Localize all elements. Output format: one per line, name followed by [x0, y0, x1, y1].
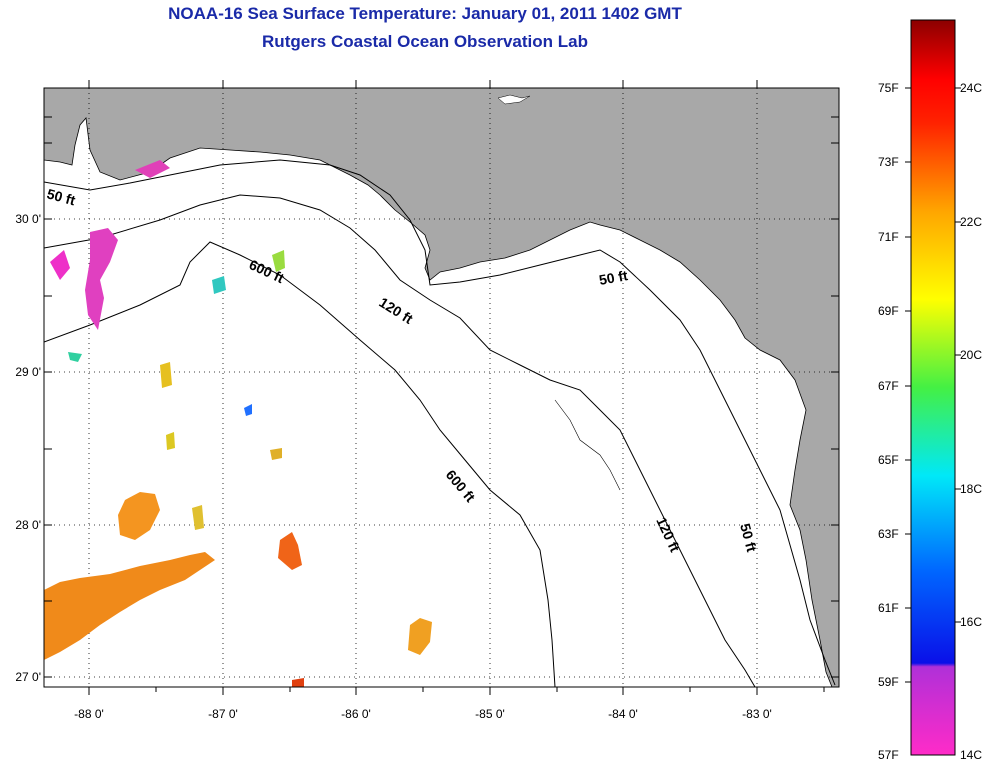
cb-c-label: 24C	[960, 81, 982, 95]
cb-f-label: 61F	[878, 601, 899, 615]
sst-patch-red	[292, 678, 304, 687]
colorbar-ticks	[905, 87, 961, 683]
colorbar-fahrenheit-labels: 75F 73F 71F 69F 67F 65F 63F 61F 59F 57F	[878, 81, 899, 762]
sst-patch-yellow	[270, 448, 282, 460]
colorbar-celsius-labels: 24C 22C 20C 18C 16C 14C	[960, 81, 982, 762]
map-subtitle: Rutgers Coastal Ocean Observation Lab	[262, 32, 588, 51]
sst-pixels	[44, 160, 432, 687]
sst-patch-warm	[408, 618, 432, 655]
contour-label: 50 ft	[737, 522, 760, 554]
cb-c-label: 16C	[960, 615, 982, 629]
lat-label: 29 0'	[15, 365, 41, 379]
sst-patch-cyan	[68, 352, 82, 362]
contour-600ft	[44, 241, 556, 687]
cb-f-label: 67F	[878, 379, 899, 393]
cb-c-label: 14C	[960, 748, 982, 762]
lon-label: -88 0'	[74, 707, 104, 721]
sst-patch-warm-large	[44, 552, 215, 660]
sst-patch-blue	[244, 404, 252, 416]
sst-patch-yellow	[166, 432, 175, 450]
lon-label: -84 0'	[608, 707, 638, 721]
map-title: NOAA-16 Sea Surface Temperature: January…	[168, 4, 682, 23]
sst-patch-yellow	[192, 505, 204, 530]
lon-label: -85 0'	[475, 707, 505, 721]
depth-contours	[44, 159, 836, 687]
sst-patch-magenta	[85, 228, 118, 330]
land-mass	[44, 88, 839, 687]
contour-120ft-detail	[554, 399, 621, 491]
cb-f-label: 73F	[878, 155, 899, 169]
sst-patch-warm	[118, 492, 160, 540]
cb-c-label: 18C	[960, 482, 982, 496]
lat-label: 27 0'	[15, 670, 41, 684]
cb-f-label: 65F	[878, 453, 899, 467]
contour-label: 50 ft	[45, 185, 77, 208]
sst-patch-yellow	[160, 362, 172, 388]
sst-patch-magenta	[50, 250, 70, 280]
longitude-labels: -88 0' -87 0' -86 0' -85 0' -84 0' -83 0…	[74, 707, 772, 721]
cb-f-label: 71F	[878, 230, 899, 244]
lat-label: 30 0'	[15, 212, 41, 226]
lat-label: 28 0'	[15, 518, 41, 532]
sst-patch-cyan	[212, 276, 226, 294]
cb-f-label: 63F	[878, 527, 899, 541]
lon-label: -86 0'	[341, 707, 371, 721]
sst-patch-magenta	[135, 160, 170, 178]
latitude-labels: 30 0' 29 0' 28 0' 27 0'	[15, 212, 41, 684]
cb-f-label: 59F	[878, 675, 899, 689]
lon-label: -87 0'	[208, 707, 238, 721]
tick-marks	[44, 80, 839, 695]
island	[497, 94, 531, 105]
cb-f-label: 69F	[878, 304, 899, 318]
contour-120ft	[44, 194, 756, 687]
cb-c-label: 20C	[960, 348, 982, 362]
colorbar	[910, 19, 956, 756]
contour-label: 50 ft	[598, 267, 629, 288]
map-frame	[43, 87, 840, 688]
lon-label: -83 0'	[742, 707, 772, 721]
contour-50ft	[44, 159, 836, 686]
cb-f-label: 75F	[878, 81, 899, 95]
sst-patch-green	[272, 250, 285, 272]
sst-patch-hot	[278, 532, 302, 570]
cb-f-label: 57F	[878, 748, 899, 762]
cb-c-label: 22C	[960, 215, 982, 229]
